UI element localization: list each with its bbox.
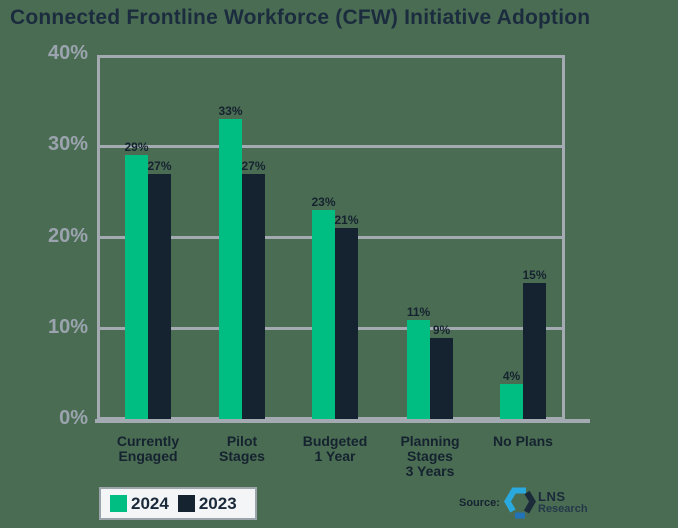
category-label-line: No Plans <box>493 433 553 449</box>
bar-value-label-2024-1: 33% <box>218 103 243 118</box>
legend-label: 2023 <box>198 493 237 513</box>
gridline-30 <box>97 144 565 148</box>
category-label-line: Pilot <box>226 433 258 449</box>
category-label-line: Currently <box>116 433 180 449</box>
source-label: Source: <box>459 497 500 509</box>
bar-2024-0 <box>125 155 148 420</box>
category-label-3: Planning Stages 3 Years <box>375 434 485 479</box>
bar-2024-1 <box>219 118 242 420</box>
bar-2023-2 <box>335 228 358 420</box>
bar-value-label-2024-4: 4% <box>502 368 521 383</box>
y-tick-label: 30% <box>47 133 88 156</box>
bar-value-label-2024-3: 11% <box>406 304 431 319</box>
legend-item-2023: 2023 <box>177 493 237 514</box>
bar-value-label-2023-0: 27% <box>147 158 172 173</box>
legend-swatch-2024 <box>110 495 127 512</box>
y-tick-label: 0% <box>59 407 88 429</box>
category-label-line: 3 Years <box>405 463 455 479</box>
bar-2023-0 <box>148 173 171 420</box>
category-label-0: Currently Engaged <box>93 434 203 464</box>
lns-research-logo-hexagon-icon <box>504 487 536 519</box>
bar-2023-1 <box>242 173 265 420</box>
x-axis-line <box>95 419 590 423</box>
bar-2024-4 <box>500 383 523 420</box>
bar-value-label-2023-3: 9% <box>432 322 451 337</box>
brand-subname: Research <box>538 503 588 515</box>
category-label-line: Stages <box>219 448 265 464</box>
bar-2023-4 <box>523 283 546 420</box>
chart-title: Connected Frontline Workforce (CFW) Init… <box>10 6 591 29</box>
legend: 2024 2023 <box>99 487 257 520</box>
brand-name: LNS <box>538 489 566 504</box>
bar-2024-3 <box>407 319 430 420</box>
category-label-2: Budgeted 1 Year <box>280 434 390 464</box>
category-label-line: Budgeted <box>302 433 368 449</box>
bar-2024-2 <box>312 210 335 420</box>
y-tick-label: 10% <box>47 315 88 338</box>
category-label-4: No Plans <box>468 434 578 449</box>
category-label-line: Engaged <box>118 448 178 464</box>
bar-value-label-2023-1: 27% <box>241 158 266 173</box>
category-label-line: Planning <box>400 433 460 449</box>
y-tick-label: 40% <box>47 42 88 64</box>
legend-item-2024: 2024 <box>110 494 169 514</box>
bar-value-label-2024-2: 23% <box>311 195 336 210</box>
bar-2023-3 <box>430 337 453 420</box>
category-label-1: Pilot Stages <box>187 434 297 464</box>
bar-value-label-2023-2: 21% <box>334 213 359 228</box>
category-label-line: 1 Year <box>314 448 356 464</box>
bar-value-label-2024-0: 29% <box>124 140 149 155</box>
legend-label: 2024 <box>131 493 169 513</box>
y-tick-label: 20% <box>47 224 88 247</box>
category-label-line: Stages <box>407 448 453 464</box>
legend-swatch-2023 <box>177 495 195 512</box>
bar-value-label-2023-4: 15% <box>522 268 547 283</box>
